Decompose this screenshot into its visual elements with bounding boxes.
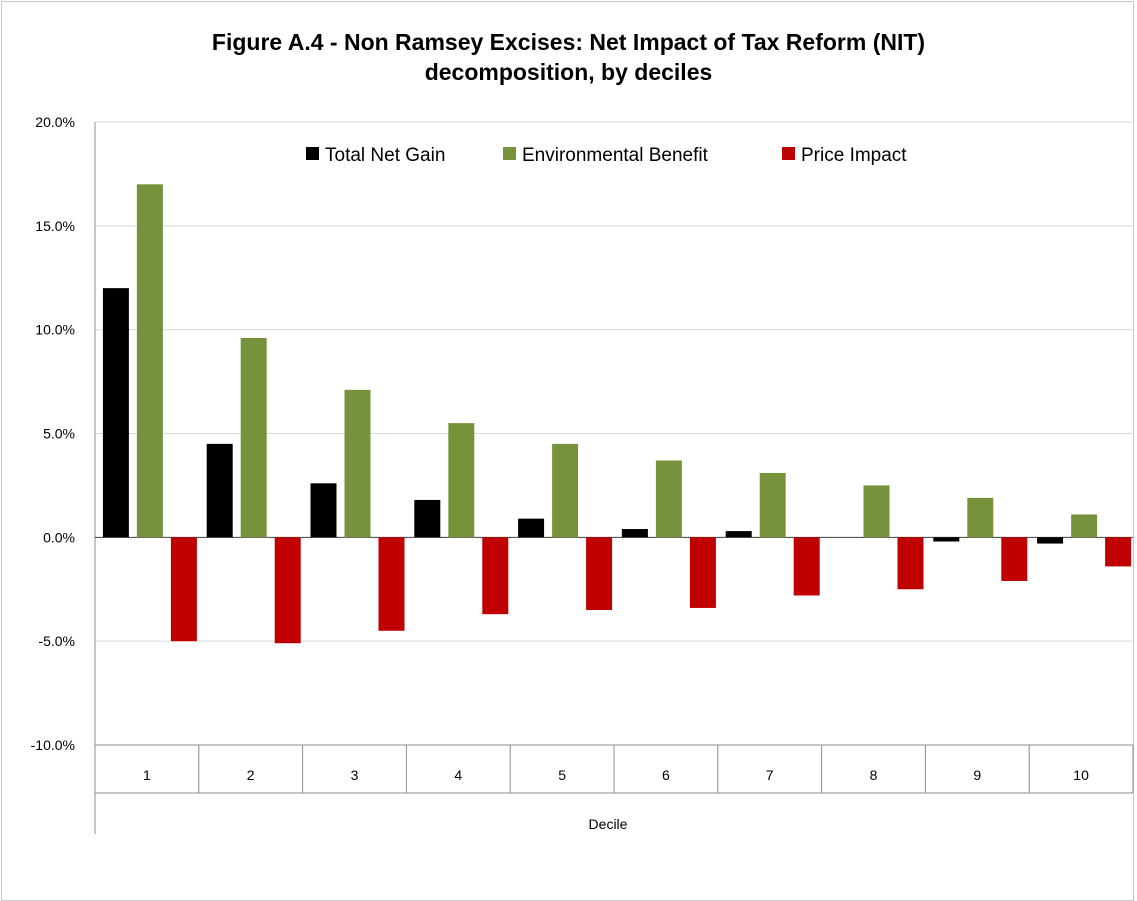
x-tick-label: 7 xyxy=(766,767,774,783)
bar-total-net-gain-decile-5 xyxy=(518,518,545,538)
bar-chart: -10.0% -5.0% 0.0% 5.0% 10.0% 15.0% 20.0% 1 2 3 4 5 6… xyxy=(31,114,1134,834)
bar-price-impact-decile-3 xyxy=(378,537,405,631)
legend-swatch xyxy=(306,147,319,160)
bar-environmental-benefit-decile-8 xyxy=(863,485,890,538)
bar-environmental-benefit-decile-3 xyxy=(344,389,371,538)
gridlines xyxy=(95,121,1133,746)
bar-total-net-gain-decile-1 xyxy=(102,288,129,538)
bar-environmental-benefit-decile-9 xyxy=(967,497,994,538)
x-tick-label: 6 xyxy=(662,767,670,783)
bar-total-net-gain-decile-4 xyxy=(414,499,441,538)
y-tick-label: 5.0% xyxy=(43,426,75,442)
x-tick-label: 4 xyxy=(454,767,462,783)
x-axis-title: Decile xyxy=(589,816,628,832)
bar-environmental-benefit-decile-7 xyxy=(759,472,786,538)
bar-environmental-benefit-decile-10 xyxy=(1071,514,1098,538)
bar-price-impact-decile-2 xyxy=(274,537,301,644)
x-tick-label: 3 xyxy=(351,767,359,783)
legend-swatch xyxy=(503,147,516,160)
bar-price-impact-decile-1 xyxy=(170,537,197,642)
axes xyxy=(94,122,1134,834)
bar-environmental-benefit-decile-5 xyxy=(552,443,579,538)
legend-swatch xyxy=(782,147,795,160)
x-tick-label: 10 xyxy=(1073,767,1089,783)
y-tick-label: -10.0% xyxy=(31,737,75,753)
bar-environmental-benefit-decile-6 xyxy=(655,460,682,538)
y-tick-label: 15.0% xyxy=(35,218,75,234)
bar-total-net-gain-decile-10 xyxy=(1037,537,1064,544)
bar-price-impact-decile-6 xyxy=(689,537,716,608)
bar-environmental-benefit-decile-4 xyxy=(448,423,475,538)
chart-title: Figure A.4 - Non Ramsey Excises: Net Imp… xyxy=(0,27,1137,87)
bar-total-net-gain-decile-2 xyxy=(206,443,233,538)
bars xyxy=(102,184,1132,644)
tick-labels: -10.0% -5.0% 0.0% 5.0% 10.0% 15.0% 20.0% 1 2 3 4 5 6… xyxy=(31,114,1089,783)
legend-label: Total Net Gain xyxy=(325,145,445,166)
chart-title-line-2: decomposition, by deciles xyxy=(424,59,713,85)
y-tick-label: 10.0% xyxy=(35,322,75,338)
chart-title-line-1: Figure A.4 - Non Ramsey Excises: Net Imp… xyxy=(211,29,926,55)
bar-total-net-gain-decile-6 xyxy=(621,529,648,538)
bar-price-impact-decile-10 xyxy=(1105,537,1132,567)
x-tick-label: 8 xyxy=(870,767,878,783)
bar-price-impact-decile-4 xyxy=(482,537,509,615)
bar-price-impact-decile-9 xyxy=(1001,537,1028,581)
y-tick-label: 20.0% xyxy=(35,114,75,130)
bar-total-net-gain-decile-9 xyxy=(933,537,960,542)
bar-total-net-gain-decile-7 xyxy=(725,531,752,538)
bar-total-net-gain-decile-3 xyxy=(310,483,337,538)
y-tick-label: -5.0% xyxy=(38,633,75,649)
y-tick-label: 0.0% xyxy=(43,529,75,545)
legend: Total Net Gain Environmental Benefit Price… xyxy=(306,145,907,166)
bar-price-impact-decile-8 xyxy=(897,537,924,590)
bar-environmental-benefit-decile-2 xyxy=(240,337,267,538)
x-tick-label: 2 xyxy=(247,767,255,783)
bar-price-impact-decile-7 xyxy=(793,537,820,596)
bar-price-impact-decile-5 xyxy=(586,537,613,611)
bar-environmental-benefit-decile-1 xyxy=(136,184,163,538)
x-tick-label: 5 xyxy=(558,767,566,783)
legend-label: Price Impact xyxy=(801,145,907,166)
x-tick-label: 1 xyxy=(143,767,151,783)
x-tick-label: 9 xyxy=(973,767,981,783)
legend-label: Environmental Benefit xyxy=(522,145,709,166)
